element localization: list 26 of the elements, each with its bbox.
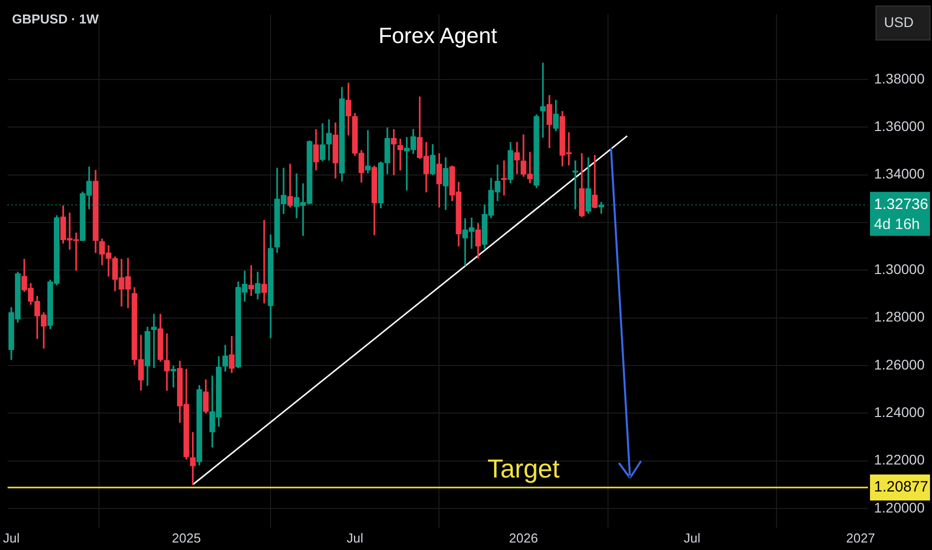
candlestick — [514, 142, 520, 174]
y-tick-label: 1.20000 — [874, 499, 925, 516]
chart-subtitle: GBPUSD · 1W — [12, 12, 100, 27]
x-tick-label: 2025 — [172, 530, 201, 546]
x-tick-label: Jul — [2, 530, 20, 546]
x-tick-label: 2026 — [509, 530, 538, 546]
y-axis-title: USD — [884, 14, 914, 30]
y-tick-label: 1.38000 — [874, 70, 925, 86]
y-tick-label: 1.26000 — [874, 356, 925, 372]
y-tick-label: 1.34000 — [874, 166, 925, 182]
x-tick-label: Jul — [346, 530, 364, 546]
y-tick-label: 1.22000 — [874, 452, 925, 468]
candlestick — [151, 314, 157, 368]
ref-line-label: 1.32736 — [874, 196, 928, 214]
candlestick — [501, 160, 507, 196]
chart-title: Forex Agent — [378, 23, 498, 48]
ref-line-label: 1.20877 — [874, 478, 928, 496]
candlestick — [540, 62, 546, 138]
y-tick-label: 1.24000 — [874, 404, 925, 420]
x-tick-label: 2027 — [846, 530, 876, 546]
x-tick-label: Jul — [684, 530, 700, 546]
y-tick-label: 1.30000 — [874, 260, 925, 277]
y-tick-label: 1.36000 — [874, 118, 925, 134]
annotation: Target — [487, 454, 560, 484]
y-tick-label: 1.28000 — [874, 308, 925, 325]
text: 4d 16h — [874, 216, 920, 234]
